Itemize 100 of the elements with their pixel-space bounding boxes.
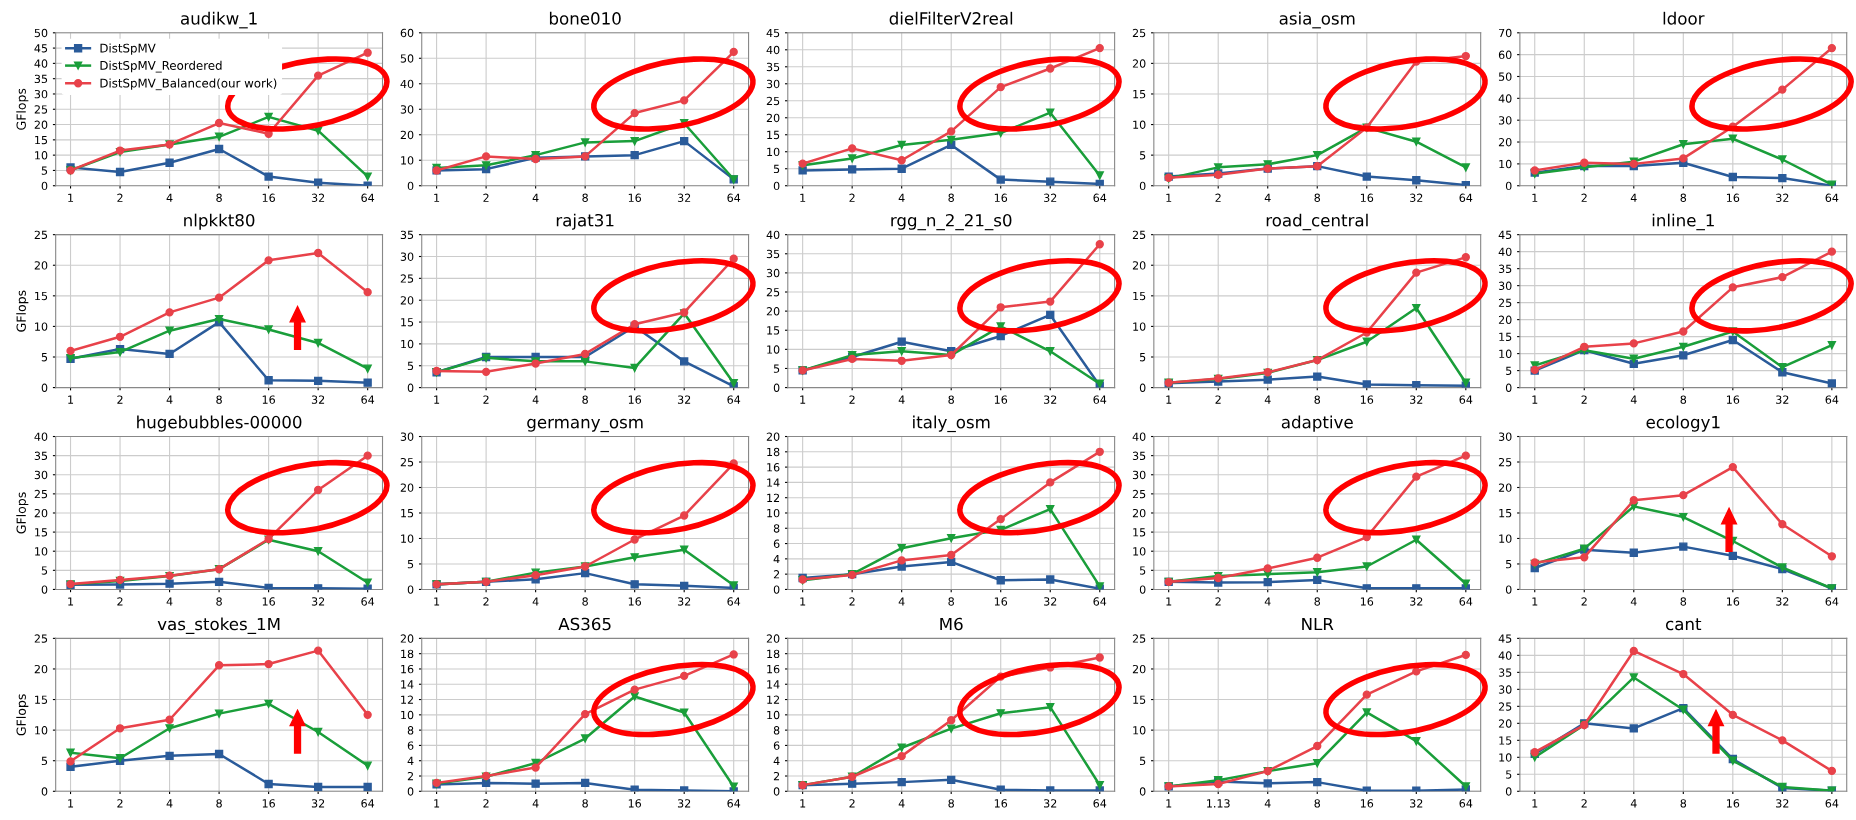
x-tick-label: 16 — [1726, 799, 1740, 808]
y-tick-label: 25 — [1498, 702, 1512, 711]
y-tick-label: 40 — [766, 230, 780, 240]
y-tick-label: 10 — [1133, 726, 1146, 735]
x-tick-label: 64 — [1825, 597, 1839, 606]
y-tick-label: 0 — [41, 787, 48, 796]
y-tick-label: 25 — [1132, 634, 1146, 643]
x-tick-label: 16 — [994, 395, 1008, 404]
x-tick-label: 4 — [1630, 597, 1637, 606]
y-tick-label: 10 — [1499, 349, 1512, 358]
y-tick-label: 0 — [1505, 383, 1512, 392]
y-tick-label: 0 — [1505, 585, 1512, 594]
y-tick-label: 5 — [41, 166, 48, 175]
chart-title: ldoor — [1663, 11, 1705, 25]
x-tick-label: 4 — [532, 597, 539, 606]
x-tick-label: 16 — [1360, 395, 1374, 404]
y-tick-label: 20 — [1132, 508, 1146, 518]
chart-title: ecology1 — [1646, 415, 1720, 432]
y-tick-label: 50 — [34, 28, 48, 38]
x-tick-label: 4 — [898, 799, 905, 808]
y-tick-label: 5 — [773, 164, 780, 174]
x-tick-label: 1 — [1532, 395, 1538, 404]
x-tick-label: 16 — [994, 799, 1008, 808]
x-tick-label: 16 — [628, 597, 642, 606]
x-tick-label: 2 — [117, 193, 123, 202]
chart-title: cant — [1665, 618, 1702, 631]
x-tick-label: 64 — [1093, 597, 1107, 606]
y-tick-label: 15 — [1133, 291, 1146, 301]
y-tick-label: 40 — [34, 432, 48, 441]
y-tick-label: 10 — [35, 151, 48, 160]
x-tick-label: 1 — [1532, 799, 1538, 808]
x-tick-label: 1 — [1166, 193, 1172, 202]
y-tick-label: 15 — [401, 509, 414, 518]
x-tick-label: 32 — [1044, 395, 1057, 404]
y-tick-label: 0 — [1505, 181, 1512, 191]
x-tick-label: 8 — [948, 799, 954, 808]
x-tick-label: 16 — [1726, 193, 1740, 202]
x-tick-label: 1 — [800, 395, 806, 404]
x-tick-label: 32 — [1410, 597, 1423, 606]
chart-title: M6 — [940, 617, 963, 631]
y-tick-label: 70 — [1499, 28, 1512, 38]
x-tick-label: 8 — [1314, 799, 1321, 808]
y-tick-label: 20 — [34, 120, 48, 129]
y-tick-label: 25 — [34, 634, 48, 643]
x-tick-label: 4 — [1630, 395, 1637, 404]
y-tick-label: 6 — [773, 741, 780, 750]
y-tick-label: 10 — [1133, 120, 1146, 129]
x-tick-label: 1 — [1166, 799, 1172, 808]
x-tick-label: 8 — [216, 193, 222, 202]
x-tick-label: 4 — [898, 193, 905, 202]
x-tick-label: 16 — [994, 193, 1008, 202]
y-tick-label: 35 — [766, 62, 780, 72]
x-tick-label: 32 — [1410, 799, 1423, 808]
x-tick-label: 32 — [1776, 799, 1789, 808]
y-tick-label: 20 — [766, 634, 780, 643]
x-tick-label: 16 — [628, 193, 642, 202]
x-tick-label: 16 — [994, 597, 1008, 606]
x-tick-label: 2 — [117, 597, 123, 606]
y-tick-label: 30 — [400, 105, 414, 114]
y-tick-label: 15 — [35, 695, 48, 704]
y-tick-label: 0 — [1139, 383, 1146, 392]
y-tick-label: 40 — [1498, 247, 1512, 257]
y-tick-label: 25 — [34, 230, 48, 240]
y-tick-label: 5 — [1139, 756, 1146, 766]
x-tick-label: 2 — [1215, 597, 1221, 606]
y-tick-label: 4 — [407, 756, 414, 765]
y-tick-label: 18 — [767, 447, 780, 457]
x-tick-label: 64 — [361, 395, 375, 404]
y-tick-label: 15 — [35, 135, 48, 145]
y-tick-label: 20 — [400, 130, 414, 140]
x-tick-label: 32 — [311, 799, 325, 808]
chart-title: adaptive — [1281, 415, 1353, 432]
y-tick-label: 10 — [1133, 322, 1146, 331]
y-tick-label: 15 — [1133, 528, 1146, 537]
x-tick-label: 16 — [262, 193, 275, 202]
chart-title: road_central — [1266, 213, 1368, 231]
y-tick-label: 2 — [773, 570, 780, 579]
y-tick-label: 40 — [400, 79, 414, 89]
x-tick-label: 4 — [1630, 799, 1637, 808]
x-tick-label: 2 — [483, 395, 489, 404]
x-tick-label: 1 — [800, 597, 806, 606]
x-tick-label: 2 — [1581, 193, 1587, 202]
y-tick-label: 10 — [1499, 159, 1512, 169]
y-tick-label: 40 — [1132, 432, 1146, 441]
x-tick-label: 4 — [1264, 395, 1271, 404]
y-tick-label: 0 — [773, 181, 780, 191]
y-tick-label: 20 — [400, 296, 414, 305]
chart-title: inline_1 — [1652, 213, 1714, 231]
y-tick-label: 25 — [766, 96, 780, 106]
y-tick-label: 0 — [41, 585, 48, 594]
x-tick-label: 64 — [727, 193, 741, 202]
y-tick-label: 20 — [34, 664, 48, 674]
x-tick-label: 16 — [1726, 597, 1740, 606]
y-tick-label: 5 — [1139, 151, 1146, 160]
x-tick-label: 32 — [1044, 597, 1057, 606]
legend-label: DistSpMV_Balanced(our work) — [100, 78, 277, 91]
y-tick-label: 5 — [1506, 770, 1512, 779]
y-tick-label: 15 — [35, 528, 48, 537]
y-tick-label: 15 — [767, 130, 780, 140]
x-tick-label: 16 — [262, 597, 275, 606]
